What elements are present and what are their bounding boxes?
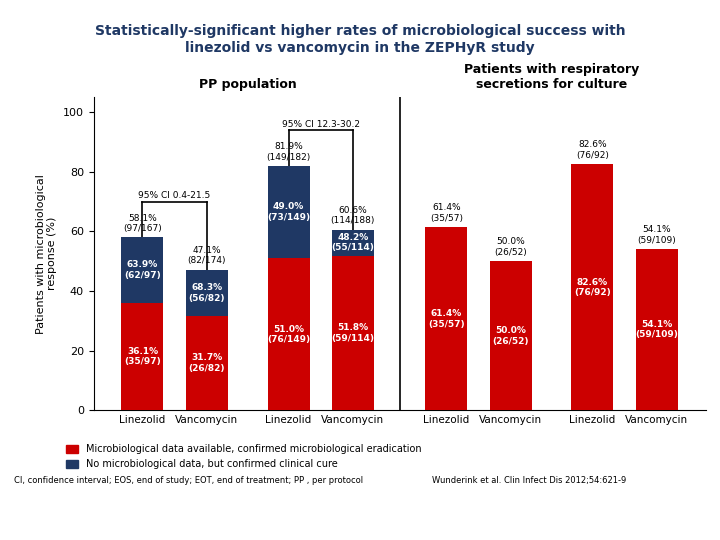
Text: 54.1%
(59/109): 54.1% (59/109): [637, 225, 676, 245]
Text: 95% CI 12.3-30.2: 95% CI 12.3-30.2: [282, 119, 360, 129]
Text: 63.9%
(62/97): 63.9% (62/97): [124, 260, 161, 280]
Bar: [186, 316, 228, 410]
Text: 58.1%
(97/167): 58.1% (97/167): [123, 213, 162, 233]
Text: 61.4%
(35/57): 61.4% (35/57): [430, 204, 463, 223]
Text: Wunderink et al. Clin Infect Dis 2012;54:621-9: Wunderink et al. Clin Infect Dis 2012;54…: [432, 476, 626, 485]
Text: 81.9%
(149/182): 81.9% (149/182): [266, 142, 311, 161]
Text: 48.2%
(55/114): 48.2% (55/114): [331, 233, 374, 253]
Text: PP population: PP population: [199, 78, 297, 91]
Text: 95% CI 0.4-21.5: 95% CI 0.4-21.5: [138, 191, 211, 200]
Y-axis label: Patients with microbiological
response (%): Patients with microbiological response (…: [36, 174, 58, 334]
Bar: [426, 227, 467, 410]
Text: 82.6%
(76/92): 82.6% (76/92): [576, 140, 609, 159]
Bar: [268, 258, 310, 410]
Text: Welte – Bremen 20.02.2014: Welte – Bremen 20.02.2014: [14, 521, 170, 530]
Text: 31.7%
(26/82): 31.7% (26/82): [189, 353, 225, 373]
Text: 82.6%
(76/92): 82.6% (76/92): [574, 278, 611, 297]
Text: 47.1%
(82/174): 47.1% (82/174): [187, 246, 226, 266]
Text: 60.6%
(114/188): 60.6% (114/188): [330, 206, 375, 225]
Text: 49.0%
(73/149): 49.0% (73/149): [267, 202, 310, 222]
Bar: [332, 230, 374, 256]
Legend: Microbiological data available, confirmed microbiological eradication, No microb: Microbiological data available, confirme…: [63, 441, 426, 473]
Bar: [572, 164, 613, 410]
Bar: [490, 261, 531, 410]
Bar: [332, 256, 374, 410]
Bar: [268, 166, 310, 258]
Text: Patients with respiratory
secretions for culture: Patients with respiratory secretions for…: [464, 63, 639, 91]
Text: CI, confidence interval; EOS, end of study; EOT, end of treatment; PP , per prot: CI, confidence interval; EOS, end of stu…: [14, 476, 364, 485]
Text: 61.4%
(35/57): 61.4% (35/57): [428, 309, 464, 328]
Text: 68.3%
(56/82): 68.3% (56/82): [189, 283, 225, 302]
Text: 50.0%
(26/52): 50.0% (26/52): [492, 326, 529, 346]
Bar: [122, 303, 163, 410]
Bar: [122, 238, 163, 303]
Text: 54.1%
(59/109): 54.1% (59/109): [635, 320, 678, 340]
Text: 51.0%
(76/149): 51.0% (76/149): [267, 325, 310, 344]
Bar: [636, 249, 678, 410]
Text: 36.1%
(35/97): 36.1% (35/97): [124, 347, 161, 366]
Text: 50.0%
(26/52): 50.0% (26/52): [494, 238, 527, 257]
Bar: [186, 270, 228, 316]
Text: 51.8%
(59/114): 51.8% (59/114): [331, 323, 374, 343]
Text: Statistically-significant higher rates of microbiological success with
linezolid: Statistically-significant higher rates o…: [95, 24, 625, 55]
